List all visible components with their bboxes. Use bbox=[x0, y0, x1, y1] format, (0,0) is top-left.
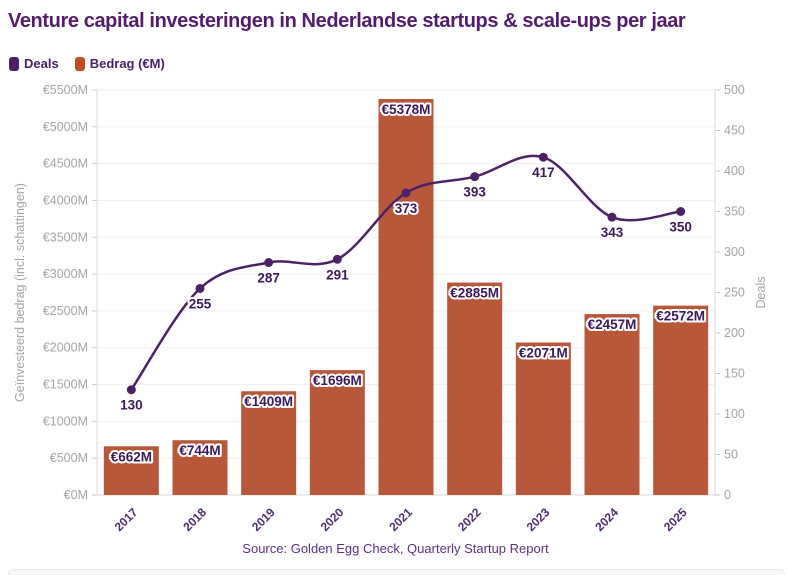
deals-point-2018[interactable] bbox=[195, 283, 205, 293]
right-axis-tick-label: 50 bbox=[724, 448, 738, 462]
source-text: Source: Golden Egg Check, Quarterly Star… bbox=[242, 541, 549, 556]
x-axis-year-label: 2021 bbox=[386, 505, 415, 534]
deals-point-2020[interactable] bbox=[332, 254, 342, 264]
bar-value-label: €662M bbox=[111, 449, 152, 464]
bar-2020[interactable] bbox=[309, 370, 365, 495]
bar-2018[interactable] bbox=[172, 440, 228, 495]
bedrag-swatch-icon bbox=[74, 56, 85, 71]
right-axis-tick-label: 350 bbox=[724, 205, 745, 219]
x-axis-year-label: 2019 bbox=[249, 505, 278, 534]
deals-swatch-icon bbox=[9, 56, 19, 71]
deals-point-2022[interactable] bbox=[470, 172, 480, 182]
bar-value-label: €1409M bbox=[244, 394, 293, 409]
deals-point-2021[interactable] bbox=[401, 188, 411, 198]
right-axis-tick-label: 0 bbox=[724, 488, 731, 502]
left-axis-title: Geïnvesteerd bedrag (incl. schattingen) bbox=[13, 183, 27, 402]
deals-value-label: 343 bbox=[601, 225, 624, 240]
bar-value-label: €5378M bbox=[382, 102, 431, 117]
deals-value-label: 255 bbox=[189, 296, 212, 311]
deals-value-label: 350 bbox=[669, 220, 692, 235]
left-axis-tick-label: €3000M bbox=[43, 267, 88, 281]
deals-point-2025[interactable] bbox=[676, 207, 686, 216]
chart-title: Venture capital investeringen in Nederla… bbox=[8, 10, 686, 32]
x-axis-year-label: 2024 bbox=[592, 505, 621, 534]
right-axis-tick-label: 300 bbox=[724, 245, 745, 259]
legend-item-bedrag[interactable]: Bedrag (€M) bbox=[74, 56, 165, 71]
bar-value-label: €2885M bbox=[450, 286, 499, 301]
bar-2017[interactable] bbox=[103, 446, 159, 495]
bar-2025[interactable] bbox=[653, 305, 709, 495]
deals-value-label: 287 bbox=[257, 271, 280, 286]
x-axis-year-label: 2020 bbox=[318, 505, 347, 534]
deals-point-2019[interactable] bbox=[264, 258, 274, 268]
bar-value-label: €2457M bbox=[588, 317, 637, 332]
x-axis-year-label: 2023 bbox=[524, 505, 553, 534]
right-axis-title: Deals bbox=[754, 277, 768, 309]
x-axis-year-label: 2018 bbox=[180, 505, 209, 534]
right-axis-tick-label: 500 bbox=[724, 83, 745, 97]
legend-label-bedrag: Bedrag (€M) bbox=[89, 56, 165, 71]
left-axis-tick-label: €1000M bbox=[43, 414, 88, 428]
bar-2021[interactable] bbox=[378, 98, 434, 495]
right-axis-tick-label: 200 bbox=[724, 326, 745, 340]
deals-value-label: 373 bbox=[395, 201, 418, 216]
deals-point-2024[interactable] bbox=[607, 212, 617, 222]
left-axis-tick-label: €2000M bbox=[43, 341, 88, 355]
deals-value-label: 417 bbox=[532, 165, 555, 180]
combo-chart: €0M €500M €1000M €1500M €2000M €2500M €3000M €3… bbox=[13, 83, 768, 534]
left-axis-tick-label: €5500M bbox=[43, 83, 88, 97]
x-axis-year-label: 2025 bbox=[661, 505, 690, 534]
deals-value-label: 130 bbox=[120, 398, 143, 413]
right-axis-tick-label: 250 bbox=[724, 286, 745, 300]
right-axis-tick-label: 450 bbox=[724, 124, 745, 138]
bar-2024[interactable] bbox=[584, 314, 640, 495]
left-axis-tick-label: €0M bbox=[64, 488, 88, 502]
deals-point-2017[interactable] bbox=[126, 385, 136, 395]
x-axis-year-label: 2017 bbox=[112, 505, 141, 534]
left-axis-tick-label: €1500M bbox=[43, 378, 88, 392]
x-axis-year-label: 2022 bbox=[455, 505, 484, 534]
deals-value-label: 291 bbox=[326, 267, 349, 282]
deals-value-label: 393 bbox=[463, 185, 486, 200]
next-card-top-edge bbox=[8, 569, 785, 575]
right-axis-tick-label: 150 bbox=[724, 367, 745, 381]
left-axis-tick-label: €2500M bbox=[43, 304, 88, 318]
legend: Deals Bedrag (€M) bbox=[9, 56, 165, 71]
left-axis-tick-label: €3500M bbox=[43, 230, 88, 244]
bar-2019[interactable] bbox=[241, 391, 297, 495]
left-axis-tick-label: €5000M bbox=[43, 120, 88, 134]
deals-point-2023[interactable] bbox=[538, 152, 548, 162]
left-axis-tick-label: €500M bbox=[50, 451, 88, 465]
bar-2023[interactable] bbox=[515, 342, 571, 495]
bar-value-label: €744M bbox=[179, 443, 220, 458]
left-axis-tick-label: €4000M bbox=[43, 193, 88, 207]
legend-label-deals: Deals bbox=[24, 56, 59, 71]
bar-value-label: €2572M bbox=[656, 309, 705, 324]
right-axis-tick-label: 400 bbox=[724, 164, 745, 178]
legend-item-deals[interactable]: Deals bbox=[9, 56, 59, 71]
right-axis-tick-label: 100 bbox=[724, 407, 745, 421]
left-axis-tick-label: €4500M bbox=[43, 157, 88, 171]
bar-2022[interactable] bbox=[447, 282, 503, 495]
bar-value-label: €2071M bbox=[519, 345, 568, 360]
bar-value-label: €1696M bbox=[313, 373, 362, 388]
